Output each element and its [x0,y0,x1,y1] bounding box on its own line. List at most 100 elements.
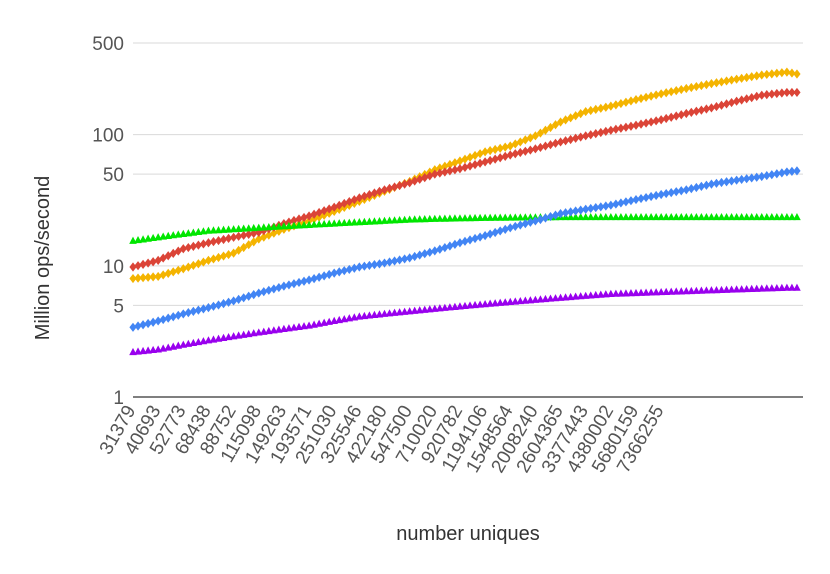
data-point [134,273,142,283]
data-point [234,224,243,232]
data-point [667,87,675,97]
data-point [793,87,801,98]
data-point [405,307,414,315]
data-point [245,291,253,301]
data-point [360,261,368,271]
data-point [335,219,344,227]
data-point [682,287,691,295]
data-point [793,69,801,79]
data-point [612,199,620,209]
data-point [783,212,791,221]
data-point [471,300,479,309]
data-point [129,322,137,332]
data-point [773,283,781,292]
data-point [566,292,575,301]
data-point [521,219,529,229]
data-point [602,290,610,298]
data-point [647,191,655,202]
data-point [577,132,585,142]
data-point [179,309,187,319]
data-point [164,313,172,323]
data-point [350,263,358,273]
data-point [425,305,434,313]
data-point [420,214,429,223]
data-point [778,212,786,221]
series-4 [129,166,801,332]
data-point [179,264,187,274]
data-point [511,297,520,305]
data-point [687,107,695,117]
data-point [773,212,781,221]
data-point [431,169,439,179]
data-point [486,155,494,166]
data-point [581,212,590,221]
data-point [592,203,600,213]
data-point [602,201,610,211]
data-point [531,144,539,154]
data-point [134,321,142,331]
data-point [743,174,751,184]
data-point [245,240,253,250]
data-point [672,86,680,96]
data-point [622,212,630,221]
data-point [204,226,213,234]
data-point [139,273,147,283]
data-point [491,154,499,164]
data-point [572,206,580,216]
data-point [501,142,509,152]
data-point [355,193,363,203]
data-point [742,212,751,221]
data-point [587,105,595,116]
data-point [677,84,685,95]
data-point [707,179,716,189]
data-point [224,233,233,243]
data-point [561,136,570,146]
data-point [793,166,801,176]
data-point [390,308,399,316]
data-point [436,163,444,173]
data-point [727,97,736,108]
x-axis-ticks: 3137940693527736843888752115098149263193… [96,402,669,477]
data-point [677,110,685,120]
data-point [788,166,796,176]
data-point [209,301,218,311]
data-point [254,223,263,231]
data-point [536,142,545,153]
data-point [516,147,524,158]
data-point [466,161,474,171]
data-point [149,345,157,354]
data-point [672,187,680,197]
data-point [416,250,424,260]
data-point [732,285,741,293]
data-point [778,283,786,291]
data-point [576,292,585,300]
data-point [466,213,474,222]
data-point [717,285,726,294]
data-point [370,188,379,198]
data-point [486,146,494,156]
y-tick-label: 5 [113,296,124,317]
data-point [647,117,655,127]
data-points [129,67,801,356]
data-point [335,267,343,277]
data-point [677,212,686,221]
data-point [405,215,414,223]
data-point [627,212,635,221]
data-point [672,212,681,221]
data-point [586,212,595,221]
data-point [456,238,464,248]
data-point [129,347,137,356]
data-point [747,212,756,221]
data-point [738,174,746,185]
data-point [582,204,590,214]
data-point [411,251,419,262]
data-point [406,253,414,263]
data-point [431,214,439,222]
data-point [400,307,409,315]
data-point [375,259,384,269]
data-point [390,256,399,266]
data-point [410,215,419,223]
data-point [697,286,706,294]
data-point [541,294,550,303]
data-point [602,126,610,137]
